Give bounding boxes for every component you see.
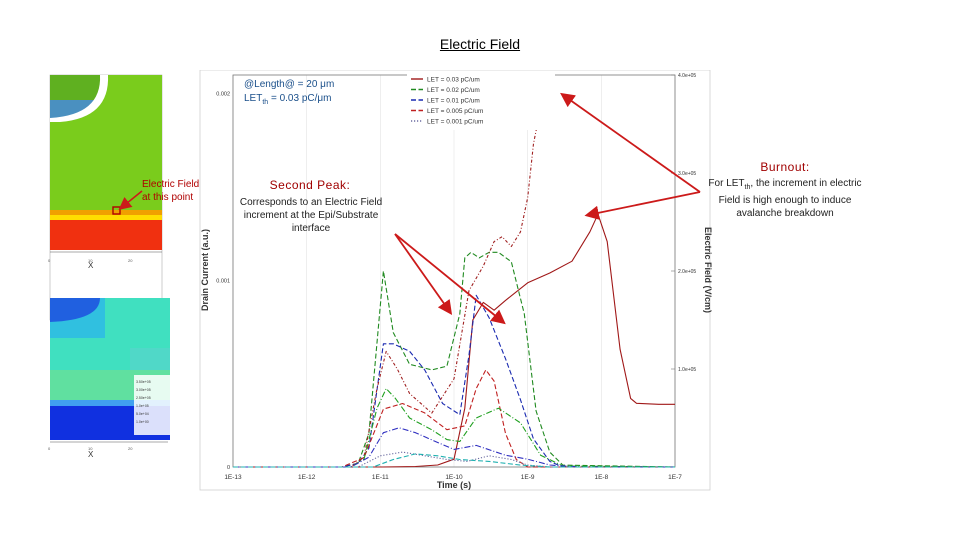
series-line-1 [233, 251, 676, 468]
burnout-arrow-2 [584, 191, 701, 220]
y2-tick-label: 2.0e+05 [678, 269, 696, 275]
burnout-arrow-1 [560, 92, 701, 193]
device-top-x-tick-0: 0 [48, 258, 51, 263]
device-top-x-tick-2: 20 [128, 258, 133, 263]
burnout-sub: th [744, 184, 751, 191]
second-peak-arrow-2 [394, 233, 506, 325]
device-legend-2: 2.50e+05 [136, 396, 151, 400]
y2-tick-label: 3.0e+05 [678, 171, 696, 177]
y-axis-label: Drain Current (a.u.) [200, 229, 210, 311]
length-note: @Length@ = 20 μm LETth = 0.03 pC/μm [244, 78, 334, 110]
legend-label-1: LET = 0.02 pC/um [427, 87, 480, 94]
series-lines [233, 79, 676, 468]
device-bottom-x-tick-1: 10 [88, 446, 93, 451]
x-tick-label: 1E-9 [521, 474, 535, 481]
series-line-0 [233, 213, 675, 468]
y2-axis-label: Electric Field (V/cm) [703, 227, 713, 313]
burnout-text: , the increment in electric Field is hig… [718, 178, 862, 219]
burnout-body: For LETth, the increment in electric Fie… [700, 177, 870, 220]
series-line-7 [233, 427, 675, 468]
x-axis-ticks: 1E-13 1E-12 1E-11 1E-10 1E-9 1E-8 1E-7 [224, 474, 682, 481]
let-th-sub: th [262, 99, 269, 106]
slide-title: Electric Field [439, 36, 521, 52]
series-line-8 [233, 453, 675, 468]
device-legend-4: 5.0e+04 [136, 412, 149, 416]
x-axis-label: Time (s) [437, 480, 471, 490]
y2-tick-label: 1.0e+05 [678, 367, 696, 373]
x-tick-label: 1E-10 [445, 474, 463, 481]
device-bottom-x-label: X [88, 450, 94, 459]
series-line-3 [233, 369, 675, 468]
second-peak-arrow-1 [394, 233, 453, 315]
y-tick-label: 0.002 [216, 92, 230, 98]
device-legend-5: 1.0e+00 [136, 420, 149, 424]
field-point-line1: Electric Field [142, 179, 200, 190]
field-point-marker [112, 206, 121, 215]
x-tick-label: 1E-13 [224, 474, 242, 481]
device-legend-1: 3.00e+05 [136, 388, 151, 392]
legend-label-2: LET = 0.01 pC/um [427, 98, 480, 105]
legend-box [407, 74, 555, 130]
device-plot-top: 0 10 20 X [48, 74, 163, 321]
device-bottom-x-tick-0: 0 [48, 446, 51, 451]
let-th-line: LETth = 0.03 pC/μm [244, 92, 334, 110]
burnout-title: Burnout: [760, 160, 810, 174]
second-peak-title: Second Peak: [269, 178, 351, 192]
device-plot-bottom: 3.50e+05 3.00e+05 2.50e+05 1.0e+05 5.0e+… [48, 298, 170, 459]
let-th-prefix: LET [244, 93, 263, 104]
x-tick-label: 1E-8 [594, 474, 608, 481]
x-tick-label: 1E-7 [668, 474, 682, 481]
device-top-x-label: X [88, 261, 94, 270]
field-point-line2: at this point [142, 192, 194, 203]
y-axis-ticks: 0 0.001 0.002 [216, 92, 230, 471]
x-tick-label: 1E-12 [298, 474, 316, 481]
device-legend-0: 3.50e+05 [136, 380, 151, 384]
length-line: @Length@ = 20 μm [244, 79, 335, 90]
y-tick-label: 0.001 [216, 278, 230, 284]
device-legend-3: 1.0e+05 [136, 404, 149, 408]
burnout-prefix: For LET [708, 178, 745, 189]
legend-label-3: LET = 0.005 pC/um [427, 108, 483, 115]
y-tick-label: 0 [227, 465, 230, 471]
legend-label-0: LET = 0.03 pC/um [427, 77, 480, 84]
chart-legend: LET = 0.03 pC/um LET = 0.02 pC/um LET = 0.… [407, 74, 555, 130]
second-peak-body: Corresponds to an Electric Field increme… [239, 197, 383, 234]
y2-tick-label: 4.0e+05 [678, 73, 696, 79]
field-point-note: Electric Field at this point [142, 178, 199, 204]
field-point-arrow [118, 190, 143, 211]
device-top-x-tick-1: 10 [88, 258, 93, 263]
x-tick-label: 1E-11 [372, 474, 389, 481]
series-line-5 [233, 79, 554, 468]
series-line-6 [233, 388, 676, 468]
device-plots: 0 10 20 X 3.50e+05 3.00e+05 2.50e+05 1.0… [48, 74, 170, 459]
legend-label-4: LET = 0.001 pC/um [427, 119, 483, 126]
series-line-2 [233, 294, 675, 468]
device-bottom-x-tick-2: 20 [128, 446, 133, 451]
let-th-suffix: = 0.03 pC/μm [268, 93, 332, 104]
